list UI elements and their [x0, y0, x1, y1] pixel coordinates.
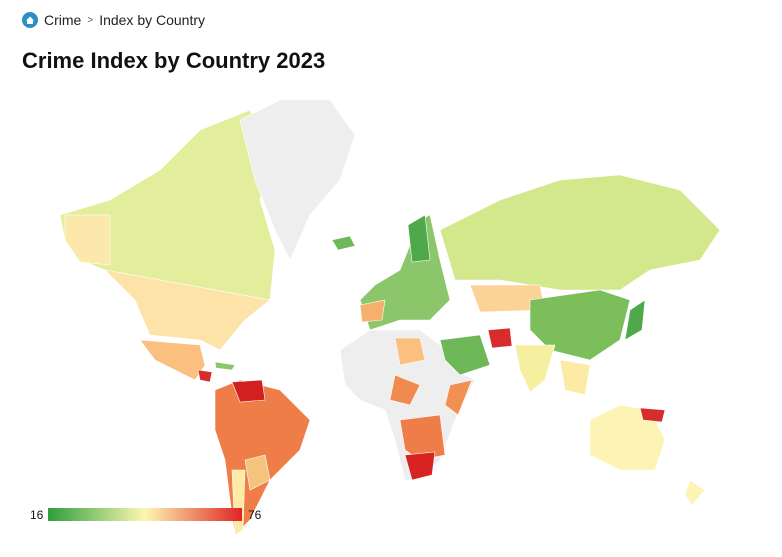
region[interactable] [394, 337, 426, 366]
region[interactable] [404, 451, 436, 481]
region[interactable] [64, 214, 111, 266]
region[interactable] [244, 454, 271, 491]
region[interactable] [104, 269, 271, 351]
region[interactable] [684, 479, 706, 506]
separator: > [87, 14, 94, 26]
region[interactable] [444, 379, 473, 416]
region[interactable] [331, 235, 356, 251]
region[interactable] [529, 289, 631, 361]
legend-max: 76 [248, 508, 262, 522]
page-title: Crime Index by Country 2023 [22, 48, 326, 73]
region[interactable] [197, 369, 213, 383]
region[interactable] [589, 404, 666, 471]
region[interactable] [559, 359, 591, 396]
region[interactable] [639, 407, 666, 423]
region[interactable] [59, 109, 276, 301]
home-icon[interactable] [22, 12, 38, 28]
region[interactable] [514, 344, 556, 393]
region[interactable] [214, 361, 236, 371]
region[interactable] [624, 299, 646, 341]
region[interactable] [439, 334, 491, 376]
breadcrumb: Crime > Index by Country [22, 12, 205, 28]
legend-min: 16 [30, 508, 44, 522]
region[interactable] [389, 374, 421, 406]
region[interactable] [239, 99, 356, 261]
breadcrumb-link[interactable]: Crime [44, 12, 82, 28]
region[interactable] [407, 214, 431, 263]
region[interactable] [231, 379, 266, 403]
region[interactable] [439, 174, 721, 291]
breadcrumb-current: Index by Country [99, 12, 206, 28]
region[interactable] [359, 299, 386, 323]
legend-gradient [48, 508, 242, 521]
region[interactable] [487, 327, 513, 349]
region[interactable] [139, 339, 206, 381]
